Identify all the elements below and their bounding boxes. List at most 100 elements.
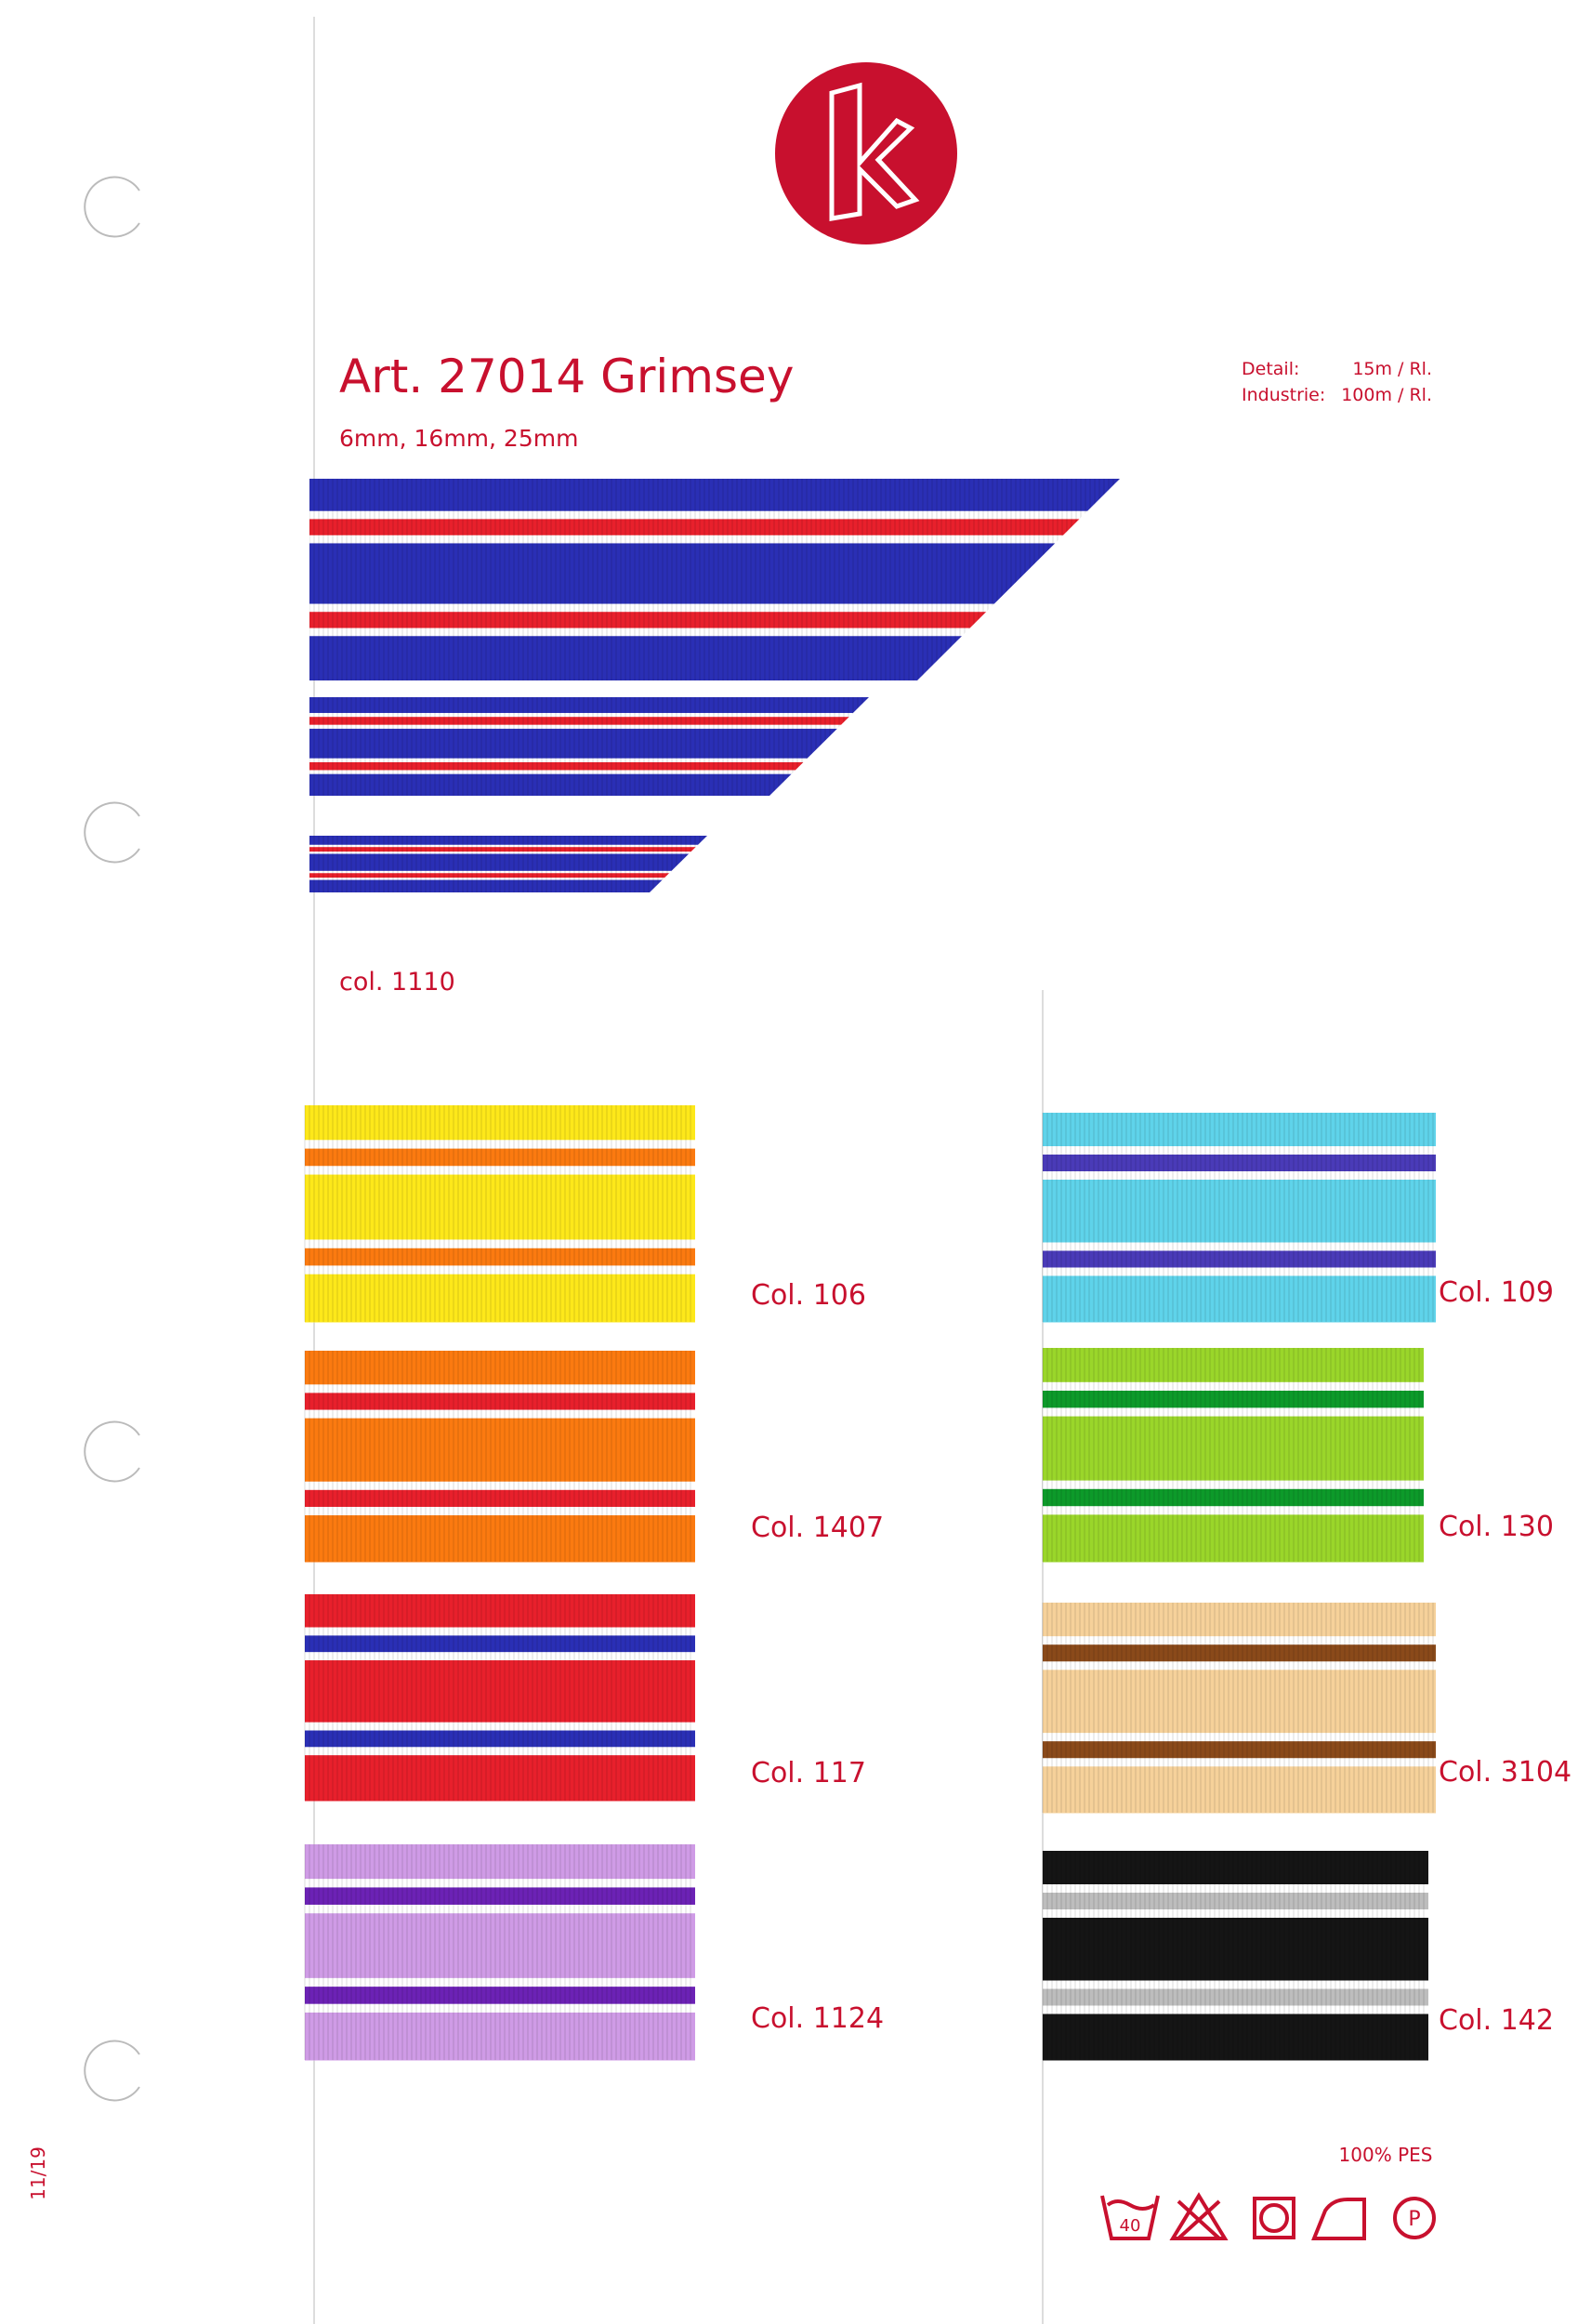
stripe — [1043, 1267, 1436, 1276]
material: 100% PES — [1339, 2144, 1433, 2166]
ribbon — [309, 697, 869, 796]
stripe — [305, 1265, 695, 1275]
stripe — [305, 1384, 695, 1393]
stripe — [305, 1148, 695, 1167]
swatch-label: Col. 117 — [751, 1757, 866, 1789]
stripe — [1043, 1146, 1436, 1155]
stripe — [305, 1166, 695, 1176]
logo — [775, 62, 957, 244]
stripe — [305, 1174, 695, 1240]
stripe — [1043, 1741, 1436, 1759]
print-date: 11/19 — [27, 2146, 49, 2200]
stripe — [1043, 1381, 1424, 1392]
stripe — [309, 479, 1120, 512]
stripe — [1043, 2005, 1428, 2014]
stripe — [305, 1393, 695, 1411]
stripe — [305, 1627, 695, 1636]
stripe — [309, 728, 869, 759]
stripe — [305, 1844, 695, 1880]
stripe — [309, 724, 869, 730]
hole — [84, 2040, 140, 2102]
featured-label: col. 1110 — [339, 968, 455, 997]
hole — [84, 176, 140, 238]
stripe — [309, 712, 869, 718]
dryer-circle — [1259, 2203, 1289, 2233]
stripe — [309, 697, 869, 714]
ribbon — [1042, 1603, 1436, 1814]
ribbon — [304, 1351, 695, 1563]
no-bleach-symbol — [1169, 2192, 1229, 2240]
ribbon — [309, 479, 1120, 680]
wash-symbol — [1100, 2195, 1160, 2240]
stripe — [305, 1652, 695, 1661]
stripe — [1043, 1893, 1428, 1910]
stripe — [1043, 1758, 1436, 1767]
stripe — [1043, 1636, 1436, 1645]
stripe — [309, 879, 707, 892]
stripe — [305, 1879, 695, 1888]
widths: 6mm, 16mm, 25mm — [339, 425, 578, 452]
stripe — [309, 627, 1120, 637]
stripe — [305, 1660, 695, 1723]
stripe — [309, 612, 1120, 629]
stripe — [305, 1515, 695, 1563]
stripe — [305, 1635, 695, 1653]
ribbon — [1042, 1113, 1436, 1323]
stripe — [309, 836, 707, 846]
stripe — [305, 1274, 695, 1323]
stripe — [305, 1140, 695, 1150]
stripe — [1043, 1918, 1428, 1981]
dryer-symbol — [1253, 2197, 1295, 2239]
stripe — [309, 510, 1120, 520]
ribbon — [304, 1105, 695, 1323]
stripe — [1043, 1480, 1424, 1490]
dry-clean-letter: P — [1408, 2208, 1420, 2231]
stripe — [305, 1730, 695, 1748]
ribbon — [309, 836, 707, 892]
swatch-label: Col. 142 — [1439, 2004, 1554, 2037]
stripe — [305, 1747, 695, 1756]
stripe — [1043, 1506, 1424, 1515]
logo-mark — [829, 82, 920, 221]
stripe — [1043, 1670, 1436, 1734]
stripe — [1043, 1980, 1428, 1989]
binder-holes — [84, 176, 140, 2102]
stripe — [1043, 1851, 1428, 1885]
stripe — [305, 1913, 695, 1979]
stripe — [1043, 1644, 1436, 1662]
ribbon — [1042, 1348, 1424, 1563]
stripe — [1043, 1250, 1436, 1268]
stripe — [1043, 1766, 1436, 1814]
stripe — [1043, 1884, 1428, 1894]
stripe — [1043, 1603, 1436, 1637]
stripe — [1043, 1113, 1436, 1147]
stripe — [1043, 1488, 1424, 1507]
stripe — [309, 519, 1120, 536]
industry-label: Industrie: — [1242, 385, 1325, 405]
hole — [84, 801, 140, 864]
stripe — [305, 1105, 695, 1141]
stripe — [1043, 1348, 1424, 1383]
stripe — [309, 852, 707, 855]
stripe — [1043, 1661, 1436, 1670]
stripe — [305, 1594, 695, 1629]
ribbon — [304, 1594, 695, 1802]
stripe — [309, 878, 707, 881]
stripe — [305, 1977, 695, 1987]
hole — [84, 1420, 140, 1483]
stripe — [305, 2003, 695, 2014]
dry-clean-symbol — [1393, 2197, 1436, 2239]
stripe — [305, 1755, 695, 1802]
stripe — [309, 873, 707, 878]
industry-value: 100m / Rl. — [1341, 385, 1432, 405]
stripe — [305, 2012, 695, 2061]
ribbon — [1042, 1851, 1428, 2061]
stripe — [305, 1489, 695, 1508]
stripe — [309, 853, 707, 872]
stripe — [305, 1409, 695, 1419]
stripe — [305, 1904, 695, 1914]
stripe — [309, 543, 1120, 605]
swatch-label: Col. 130 — [1439, 1511, 1554, 1543]
swatch-label: Col. 1124 — [751, 2002, 884, 2035]
